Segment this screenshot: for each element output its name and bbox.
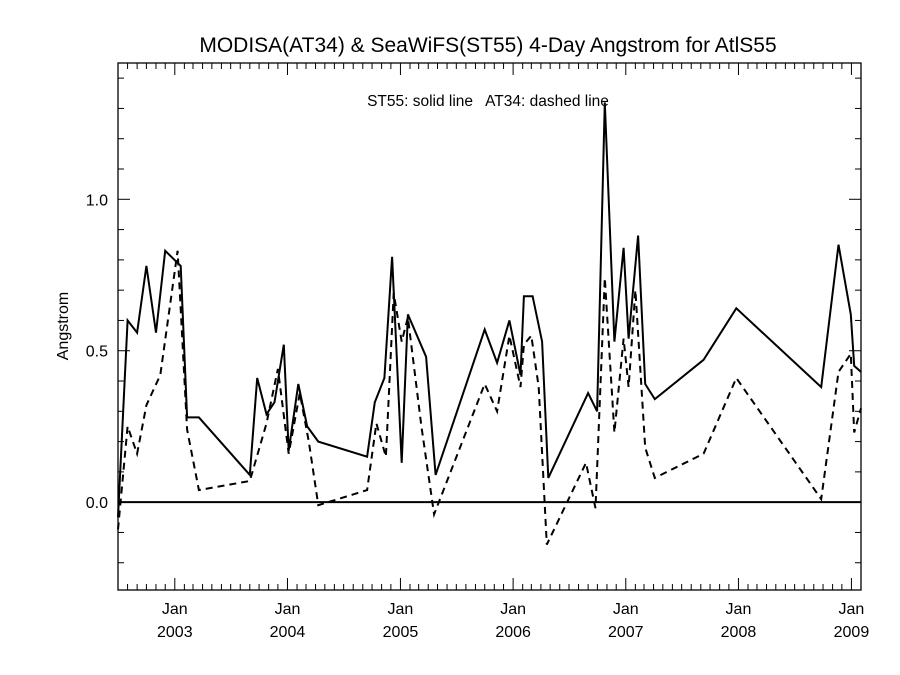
x-tick-label-month: Jan (388, 601, 414, 618)
x-tick-label-year: 2009 (834, 624, 870, 641)
x-tick-label-year: 2008 (721, 624, 757, 641)
series-line-st55 (117, 102, 862, 518)
y-axis: 0.0 0.5 1.0 (86, 77, 861, 564)
x-tick-label-year: 2006 (495, 624, 531, 641)
chart-title: MODISA(AT34) & SeaWiFS(ST55) 4-Day Angst… (199, 34, 776, 57)
x-tick-label-year: 2004 (270, 624, 306, 641)
x-tick-label-month: Jan (275, 601, 301, 618)
x-tick-label-month: Jan (500, 601, 526, 618)
x-tick-label-month: Jan (726, 601, 752, 618)
x-tick-label-month: Jan (839, 601, 865, 618)
y-tick-label: 1.0 (86, 192, 108, 209)
plot-area-frame (117, 62, 862, 591)
x-tick-label-month: Jan (162, 601, 188, 618)
x-tick-label-year: 2003 (157, 624, 193, 641)
x-tick-label-year: 2005 (383, 624, 419, 641)
x-tick-label-month: Jan (613, 601, 639, 618)
series-line-at34 (117, 250, 862, 546)
y-tick-label: 0.5 (86, 344, 108, 361)
series-layer (117, 102, 862, 546)
x-tick-label-year: 2007 (608, 624, 644, 641)
y-axis-label: Angstrom (55, 292, 72, 360)
x-axis: Jan 2003 Jan 2004 Jan 2005 Jan 2006 Jan 2007 Jan 20… (117, 63, 870, 641)
series-legend-annotation: ST55: solid line AT34: dashed line (367, 93, 609, 110)
y-tick-label: 0.0 (86, 495, 108, 512)
